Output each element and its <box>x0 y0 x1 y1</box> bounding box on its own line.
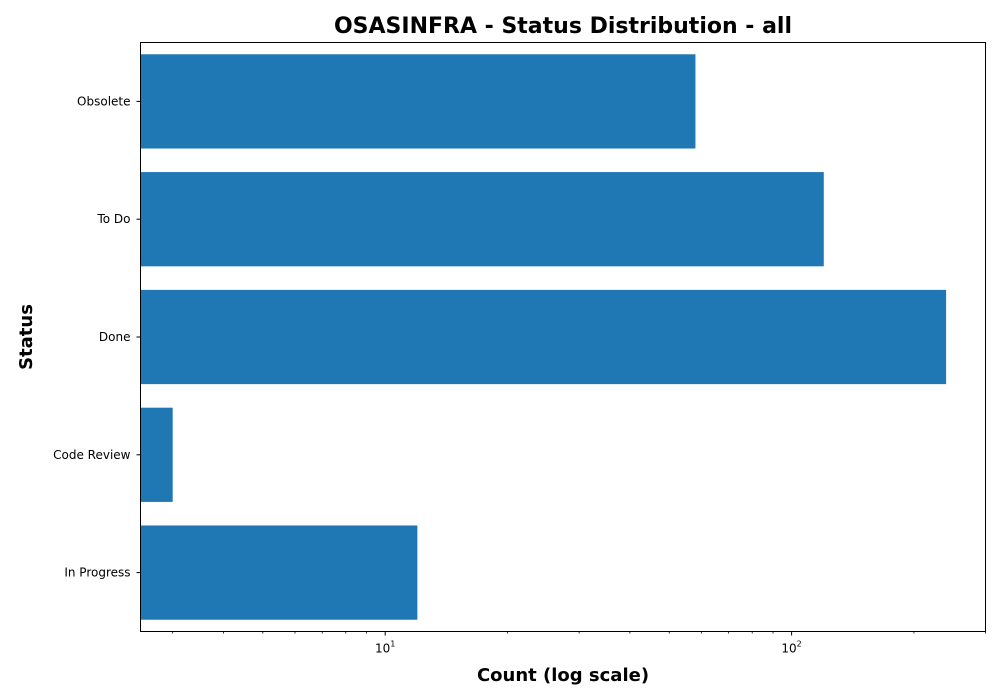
bar-done <box>140 289 947 385</box>
bar-in-progress <box>140 525 418 620</box>
y-tick-label: To Do <box>96 212 130 226</box>
x-axis-ticks: 101 102 <box>172 631 986 656</box>
bar-to-do <box>140 172 824 267</box>
y-tick-label: Obsolete <box>77 94 130 108</box>
x-tick-label: 102 <box>781 640 801 656</box>
bar-code-review <box>140 407 173 502</box>
y-axis-ticks: Obsolete To Do Done Code Review In Progress <box>53 94 141 580</box>
bar-obsolete <box>140 54 696 149</box>
x-tick-label: 101 <box>375 640 395 656</box>
y-tick-label: Code Review <box>53 448 131 462</box>
x-axis-label: Count (log scale) <box>477 665 649 686</box>
y-axis-label: Status <box>16 304 37 370</box>
chart-title: OSASINFRA - Status Distribution - all <box>334 14 792 39</box>
bars-group <box>140 54 947 620</box>
y-tick-label: In Progress <box>64 566 130 580</box>
y-tick-label: Done <box>99 330 131 344</box>
